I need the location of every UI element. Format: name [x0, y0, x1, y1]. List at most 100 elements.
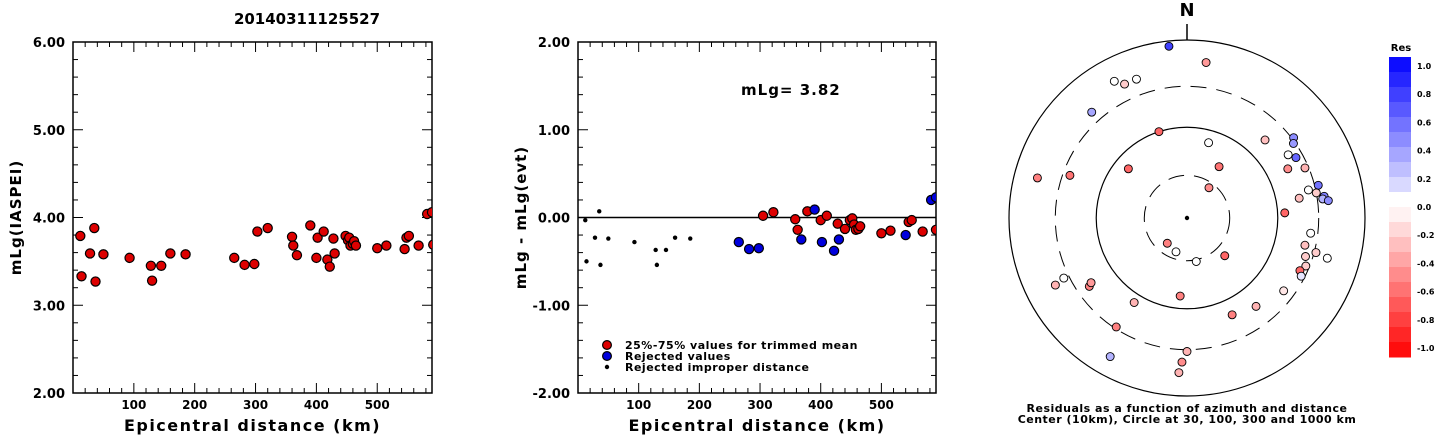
y-tick-label: 6.00 [33, 36, 65, 51]
x-tick-label: 500 [365, 398, 390, 412]
colorbar-segment [1389, 87, 1411, 103]
north-label: N [1179, 0, 1194, 21]
data-point [413, 240, 424, 251]
colorbar-segment [1389, 147, 1411, 163]
data-point [428, 239, 432, 250]
data-point [286, 231, 298, 243]
data-point [329, 248, 340, 259]
data-point-dot [583, 217, 588, 223]
station-marker [1109, 76, 1119, 86]
station-marker [1279, 286, 1289, 296]
station-marker [1296, 271, 1306, 281]
figure-title: 20140311125527 [234, 10, 380, 28]
data-point [75, 230, 86, 242]
data-point-dot [592, 235, 598, 240]
station-marker [1111, 322, 1121, 332]
data-point [900, 229, 911, 241]
epicenter-dot [1184, 215, 1190, 221]
colorbar-tick-label: -0.8 [1417, 316, 1435, 325]
x-tick-label: 400 [808, 398, 833, 412]
data-point [833, 234, 845, 245]
data-point [249, 258, 260, 270]
data-point-dot [606, 236, 611, 241]
station-marker [1300, 240, 1310, 250]
station-marker [1311, 248, 1321, 258]
colorbar-tick-label: 0.2 [1417, 175, 1431, 184]
station-marker [1129, 298, 1139, 307]
x-tick-label: 500 [869, 398, 894, 412]
y-tick-label: -1.00 [533, 299, 570, 314]
colorbar-segment [1389, 237, 1411, 253]
colorbar-segment [1389, 192, 1411, 208]
data-point [876, 228, 887, 239]
legend-label: Rejected values [625, 350, 731, 363]
data-point-dot [598, 262, 603, 268]
station-marker [1182, 347, 1192, 356]
plot-frame [72, 41, 433, 394]
data-point-dot [654, 262, 660, 268]
station-marker [1174, 368, 1184, 378]
colorbar-tick-label: 0.4 [1417, 147, 1432, 156]
legend-marker [601, 351, 612, 362]
data-point [930, 192, 936, 203]
map-caption-line2: Center (10km), Circle at 30, 100, 300 an… [1018, 413, 1357, 426]
station-marker [1220, 251, 1230, 261]
x-axis-label: Epicentral distance (km) [628, 416, 885, 435]
x-tick-label: 200 [182, 398, 207, 412]
data-point-dot [663, 247, 669, 253]
station-marker [1260, 135, 1270, 145]
legend-marker [601, 340, 612, 351]
station-marker [1162, 238, 1172, 248]
data-point [854, 221, 866, 232]
station-marker [1164, 41, 1174, 51]
data-point [156, 260, 167, 271]
magnitude-vs-distance-chart: 100 200 300 400 500 2.00 3.00 4.00 5.00 6.00 Epice… [7, 36, 433, 435]
colorbar-tick-label: 0.8 [1417, 90, 1432, 99]
station-marker [1251, 301, 1261, 311]
data-point [743, 243, 755, 255]
colorbar-segment [1389, 312, 1411, 328]
data-point [828, 245, 840, 257]
colorbar-segment [1389, 327, 1411, 343]
colorbar-tick-label: 0.0 [1417, 203, 1432, 212]
x-tick-label: 100 [121, 398, 146, 412]
colorbar-tick-label: 0.6 [1417, 118, 1432, 127]
station-marker [1301, 252, 1310, 261]
data-point [790, 214, 801, 225]
y-axis-label: mLg(IASPEI) [7, 160, 25, 275]
colorbar-segment [1389, 207, 1411, 223]
station-marker [1177, 357, 1187, 367]
station-marker [1283, 164, 1293, 174]
station-marker [1086, 278, 1096, 288]
data-point [757, 210, 769, 221]
data-point [399, 243, 410, 255]
residual-vs-distance-chart: 100 200 300 400 500 -2.00 -1.00 0.00 1.00 2.00 Epi… [512, 36, 937, 435]
data-point [792, 224, 803, 235]
data-point [403, 230, 415, 242]
colorbar-segment [1389, 282, 1411, 298]
data-point [930, 224, 936, 235]
colorbar-segment [1389, 117, 1411, 133]
colorbar-segment [1389, 177, 1411, 193]
data-point [76, 271, 87, 282]
data-point [124, 252, 135, 264]
data-point [291, 250, 303, 261]
colorbar-tick-label: -0.6 [1417, 288, 1435, 297]
data-point [917, 226, 928, 237]
colorbar-segment [1389, 132, 1411, 148]
data-point [252, 226, 263, 237]
station-marker [1105, 352, 1115, 362]
data-point [145, 260, 157, 271]
y-tick-label: 2.00 [538, 36, 570, 51]
ring-30km [1143, 174, 1231, 262]
data-point [239, 259, 250, 271]
data-point [839, 223, 851, 235]
colorbar-segment [1389, 102, 1411, 118]
station-marker [1201, 58, 1211, 67]
data-point [89, 222, 100, 234]
station-marker [1313, 180, 1323, 190]
y-tick-label: 4.00 [33, 212, 65, 227]
data-point-dot [653, 247, 658, 253]
y-tick-label: 2.00 [33, 387, 65, 402]
station-marker [1087, 107, 1097, 117]
